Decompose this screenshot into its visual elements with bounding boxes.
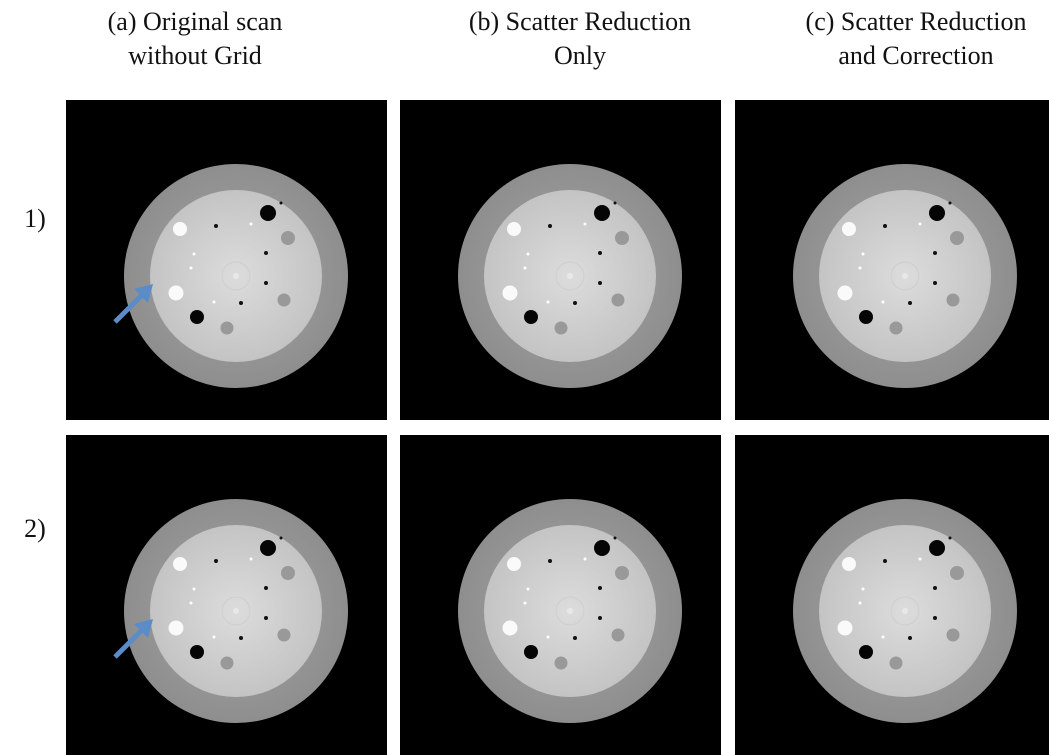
column-header: (a) Original scan <box>108 7 283 36</box>
ct-image <box>400 435 721 755</box>
column-header: without Grid <box>128 41 262 70</box>
figure: (a) Original scan without Grid (b) Scatt… <box>0 0 1049 755</box>
ct-image <box>735 435 1049 755</box>
row-label: 2) <box>24 514 46 543</box>
ct-image <box>66 435 387 755</box>
column-header: and Correction <box>838 41 993 70</box>
column-header: (c) Scatter Reduction <box>806 7 1027 36</box>
column-header: (b) Scatter Reduction <box>469 7 691 36</box>
ct-image <box>400 100 721 420</box>
column-header: Only <box>554 41 606 70</box>
ct-image <box>735 100 1049 420</box>
images <box>66 100 1049 755</box>
row-label: 1) <box>24 204 46 233</box>
ct-image <box>66 100 387 420</box>
